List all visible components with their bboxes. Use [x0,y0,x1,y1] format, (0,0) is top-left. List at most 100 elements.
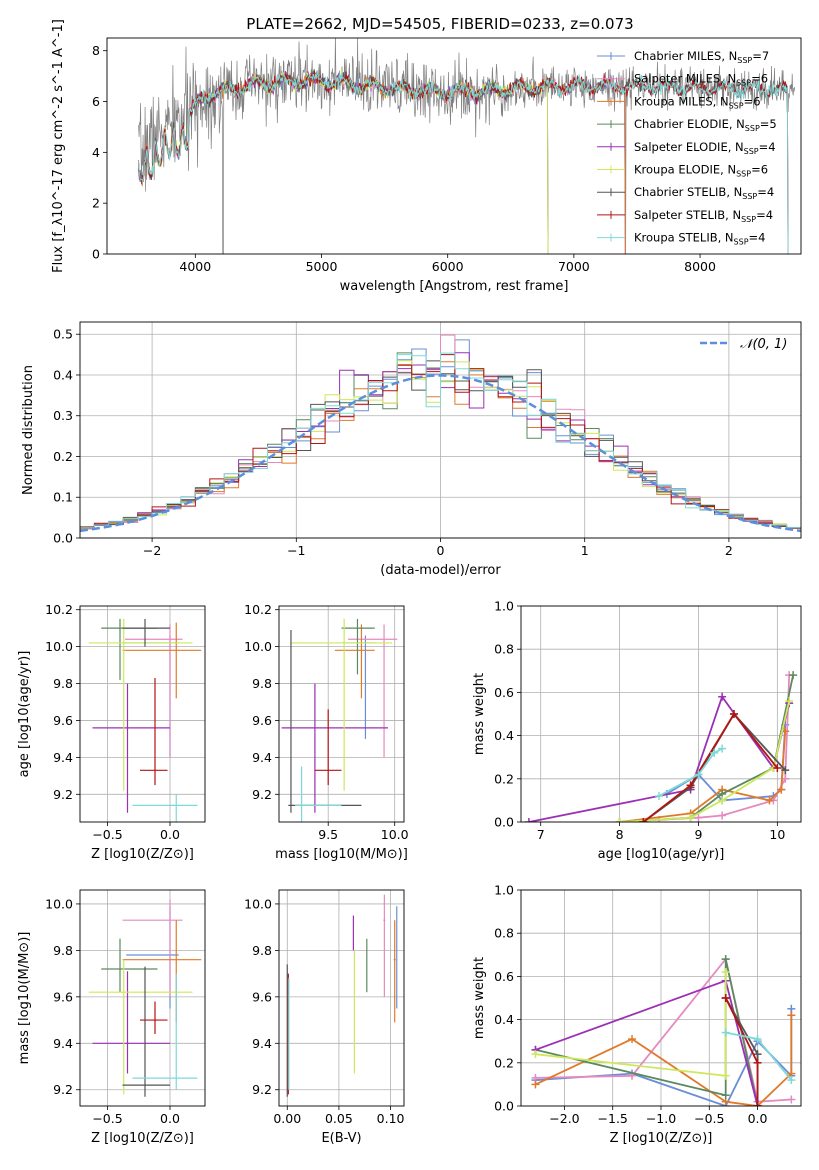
legend-prefix: , N [721,49,737,63]
legend-sub: SSP [736,170,751,179]
y-axis-label: mass weight [472,957,487,1039]
weight-line [535,972,727,1077]
legend-eq: = [760,117,770,131]
legend-nssp: 4 [767,185,774,199]
legend-entry: 𝒩(0, 1) [740,337,787,352]
x-tick-label: 7 [537,827,545,842]
y-tick-label: 9.8 [252,676,272,691]
x-tick-label: 0.0 [160,1111,180,1126]
legend-prefix: , N [726,185,742,199]
x-tick-label: 4000 [179,259,211,274]
legend-eq: = [744,94,754,108]
legend-sub: SSP [741,215,756,224]
x-tick-label: −0.5 [92,1111,122,1126]
y-tick-label: 0.4 [494,728,514,743]
mass-vs-ebv-panel: 0.00 0.05 0.10 9.2 9.4 9.6 9.8 10.0 E(B-V) [244,889,405,1146]
legend-nssp: 5 [769,117,776,131]
y-tick-label: 9.4 [252,1036,272,1051]
axes-frame: −0.5 0.0 9.2 9.4 9.6 9.8 10.0 Z [log10(Z/Z⊙)] ma… [17,889,206,1146]
legend-nssp: 7 [762,49,769,63]
legend-name: Salpeter STELIB [634,208,725,222]
plot-area [524,671,798,822]
plot-area [138,38,796,254]
legend-name: Chabrier ELODIE [634,117,729,131]
legend-eq: = [751,72,761,86]
weight-line [535,1015,793,1106]
x-tick-label: 10.0 [381,827,409,842]
y-tick-label: 1.0 [494,883,514,898]
y-tick-label: 0.2 [494,771,514,786]
residual-histogram-panel: −2 −1 0 1 2 0.0 0.1 0.2 0.3 0.4 0.5 (data-model)/er… [21,321,802,578]
y-tick-label: 9.4 [252,750,272,765]
y-tick-label: 0.4 [494,1012,514,1027]
model-spectrum-line [138,70,789,254]
grid [521,605,801,823]
y-tick-label: 10.0 [45,639,73,654]
grid [80,890,205,1106]
weight-line [528,694,791,822]
y-tick-label: 9.2 [252,1082,272,1097]
legend-nssp: 6 [761,72,768,86]
axes-border [520,889,802,1107]
y-axis-label: mass [log10(M/M⊙)] [17,932,32,1065]
weight-line [658,747,723,797]
legend-entry: Salpeter MILES, NSSP=6 [634,72,768,88]
legend-prefix: , N [728,140,744,154]
legend-sub: SSP [744,147,759,156]
axes-border [106,37,802,255]
y-tick-label: 9.2 [53,1082,73,1097]
x-tick-label: −0.5 [92,827,122,842]
legend-entry: Kroupa MILES, NSSP=6 [634,94,761,110]
y-axis-label: Normed distribution [21,365,36,495]
y-tick-label: 0.0 [53,531,73,546]
y-tick-label: 0.8 [494,642,514,657]
legend-entry: Chabrier STELIB, NSSP=4 [634,185,774,201]
x-axis-label: wavelength [Angstrom, rest frame] [340,279,569,294]
axes-frame: 0.00 0.05 0.10 9.2 9.4 9.6 9.8 10.0 E(B-V) [244,889,405,1146]
histogram-step-line [80,352,801,529]
legend-name: Kroupa MILES [634,94,713,108]
y-tick-label: 0.2 [494,1055,514,1070]
figure-title: PLATE=2662, MJD=54505, FIBERID=0233, z=0… [246,15,633,33]
x-tick-label: −0.5 [694,1111,724,1126]
grid [80,606,205,822]
axes-frame: −2.0 −1.5 −1.0 −0.5 0.0 0.0 0.2 0.4 0.6 0.8 1.0 Z [… [472,883,802,1146]
y-tick-label: 9.8 [252,943,272,958]
legend-name: Kroupa ELODIE [634,163,720,177]
axes-frame: −2 −1 0 1 2 0.0 0.1 0.2 0.3 0.4 0.5 (data-model)/er… [21,321,802,578]
y-tick-label: 10.2 [244,602,272,617]
legend-name: Salpeter MILES [634,72,720,86]
axes-border [79,321,802,539]
legend-sub: SSP [737,56,752,65]
legend-eq: = [757,185,767,199]
axes-border [79,889,206,1107]
x-axis-label: (data-model)/error [380,563,501,578]
legend-prefix: , N [720,163,736,177]
legend-nssp: 4 [758,231,765,245]
y-tick-label: 9.6 [53,713,73,728]
x-axis-label: Z [log10(Z/Z⊙)] [91,1131,194,1146]
y-tick-label: 0.0 [494,815,514,830]
legend-nssp: 6 [761,163,768,177]
x-axis-label: Z [log10(Z/Z⊙)] [610,1131,713,1146]
x-tick-label: 7000 [558,259,590,274]
legend-nssp: 4 [766,208,773,222]
x-tick-label: −1.5 [598,1111,628,1126]
plot-area [88,618,202,822]
x-axis-label: E(B-V) [321,1131,361,1146]
legend-eq: = [749,231,759,245]
x-axis-label: age [log10(age/yr)] [598,847,725,862]
legend-entry: Kroupa STELIB, NSSP=4 [634,231,766,247]
legend-prefix: , N [720,72,736,86]
y-tick-label: 9.2 [53,787,73,802]
legend-entry: Kroupa ELODIE, NSSP=6 [634,163,768,179]
age-vs-metallicity-panel: −0.5 0.0 9.2 9.4 9.6 9.8 10.0 10.2 Z [log10(Z/Z⊙… [17,602,206,862]
legend-nssp: 4 [768,140,775,154]
y-tick-label: 8 [92,43,100,58]
y-axis-label: mass weight [472,673,487,755]
legend-sub: SSP [729,101,744,110]
x-tick-label: 0 [437,543,445,558]
